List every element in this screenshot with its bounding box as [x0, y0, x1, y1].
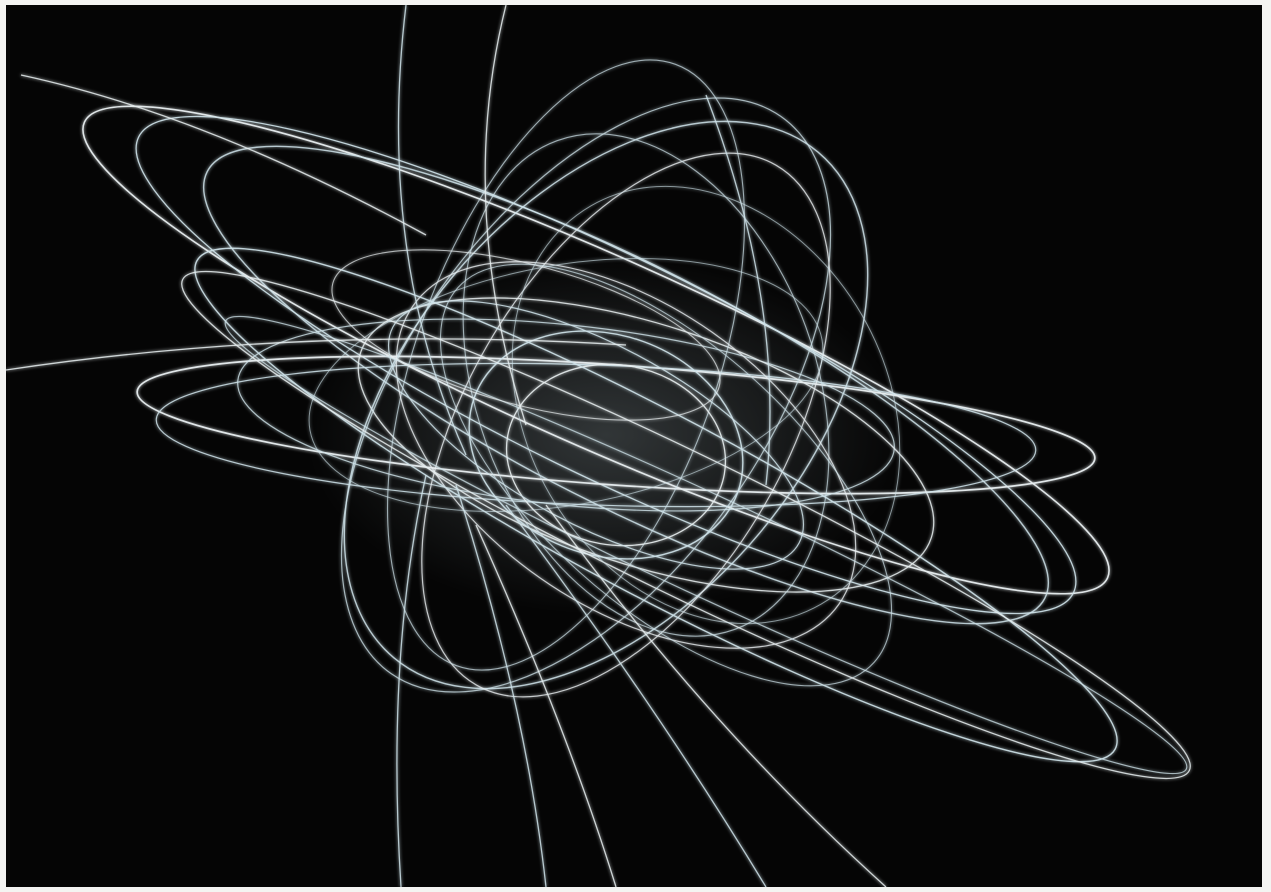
orbit-trace: [387, 300, 805, 570]
orbit-trace: [462, 133, 830, 637]
orbit-trace: [202, 145, 1050, 625]
orbit-trace: [421, 152, 831, 698]
orbit-trace: [505, 363, 727, 547]
orbit-trace: [224, 315, 1188, 775]
streak-trace: [397, 5, 467, 456]
orbit-trace: [340, 97, 832, 693]
streak-trace: [6, 338, 627, 371]
streak-trace: [455, 484, 547, 887]
orbit-trace: [82, 105, 1110, 595]
long-exposure-photo: [6, 5, 1262, 887]
streak-trace: [545, 504, 887, 887]
streak-trace: [705, 94, 771, 486]
streak-trace: [396, 474, 427, 887]
streak-trace: [475, 524, 617, 887]
streak-traces: [6, 5, 887, 887]
orbit-trace: [357, 297, 935, 593]
orbit-trace: [395, 261, 857, 649]
orbit-traces: [82, 59, 1191, 780]
orbit-trace: [194, 247, 1118, 763]
orbit-trace: [511, 185, 901, 625]
orbit-trace: [308, 257, 824, 513]
streak-trace: [505, 504, 767, 887]
orbit-trace: [468, 330, 744, 560]
streak-trace: [484, 5, 527, 426]
orbit-trace: [331, 249, 721, 421]
orbit-trace: [237, 318, 895, 512]
light-trace-orbits-icon: [6, 5, 1262, 887]
streak-trace: [20, 74, 427, 236]
orbit-trace: [386, 59, 746, 671]
orbit-trace: [439, 263, 893, 687]
orbit-trace: [343, 120, 869, 690]
orbit-trace: [135, 115, 1077, 615]
